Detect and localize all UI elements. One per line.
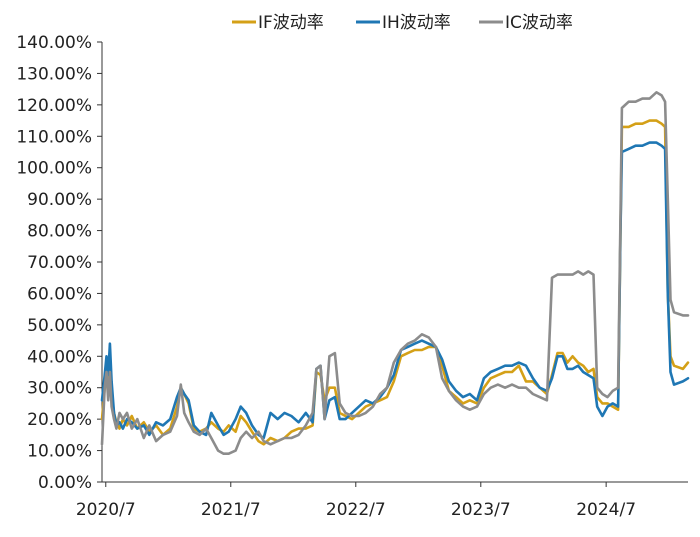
- y-tick-label: 30.00%: [27, 379, 92, 399]
- y-tick-label: 40.00%: [27, 347, 92, 367]
- series-lines: [100, 91, 690, 455]
- y-tick-label: 50.00%: [27, 316, 92, 336]
- x-axis: 2020/7 2021/7 2022/7 2023/7 2024/7: [76, 481, 688, 520]
- y-tick-label: 100.00%: [16, 159, 92, 179]
- x-tick-label: 2022/7: [326, 500, 386, 520]
- y-tick-label: 70.00%: [27, 253, 92, 273]
- y-tick-label: 90.00%: [27, 190, 92, 210]
- chart-legend: IF波动率 IH波动率 IC波动率: [232, 13, 573, 33]
- series-line-3: [100, 91, 690, 455]
- y-tick-label: 140.00%: [16, 33, 92, 53]
- y-tick-label: 20.00%: [27, 410, 92, 430]
- y-tick-label: 120.00%: [16, 96, 92, 116]
- series-line-1: [100, 119, 690, 446]
- x-tick-label: 2023/7: [451, 500, 511, 520]
- x-tick-label: 2021/7: [201, 500, 261, 520]
- y-tick-label: 110.00%: [16, 127, 92, 147]
- series-line-2: [100, 141, 690, 440]
- y-tick-label: 10.00%: [27, 442, 92, 462]
- x-tick-label: 2024/7: [576, 500, 636, 520]
- legend-label: IF波动率: [258, 13, 324, 33]
- y-axis: 0.00% 10.00% 20.00% 30.00% 40.00% 50.00% 60.00…: [16, 33, 103, 493]
- legend-label: IH波动率: [382, 13, 451, 33]
- legend-label: IC波动率: [505, 13, 573, 33]
- y-tick-label: 80.00%: [27, 222, 92, 242]
- y-tick-label: 130.00%: [16, 64, 92, 84]
- y-tick-label: 0.00%: [38, 473, 92, 493]
- y-tick-label: 60.00%: [27, 284, 92, 304]
- x-tick-label: 2020/7: [76, 500, 136, 520]
